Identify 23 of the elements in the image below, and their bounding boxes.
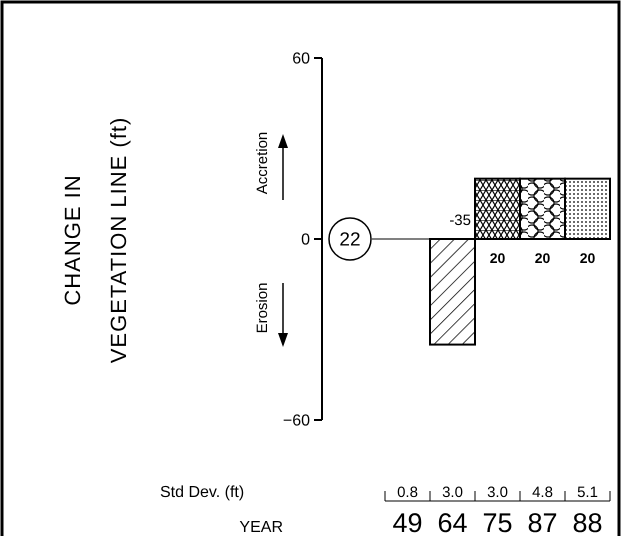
text: 0.8 [397,484,418,501]
y-tick-label: 60 [292,50,310,68]
data-label: -35 [449,212,471,229]
x-tick-label: 49 [392,508,423,536]
data-label: 20 [580,250,596,266]
data-label: 20 [534,250,550,266]
y-tick-label: −60 [282,412,310,430]
x-tick-label: 87 [527,508,558,536]
y-tick-label: 0 [301,232,310,249]
x-axis-title: YEAR [239,519,283,536]
text: 3.0 [487,484,508,501]
text: Erosion [254,282,271,334]
data-label: 20 [490,250,506,266]
x-tick-label: 64 [437,508,468,536]
text: CHANGE IN VEGETATION LINE (ft) [60,116,131,364]
x-tick-label: 75 [482,508,513,536]
text: 4.8 [532,484,553,501]
text: Std Dev. (ft) [160,484,244,501]
text: 3.0 [442,484,463,501]
text: Accretion [254,132,271,194]
text: 5.1 [577,484,598,501]
x-tick-label: 88 [572,508,603,536]
text: 22 [339,230,361,251]
